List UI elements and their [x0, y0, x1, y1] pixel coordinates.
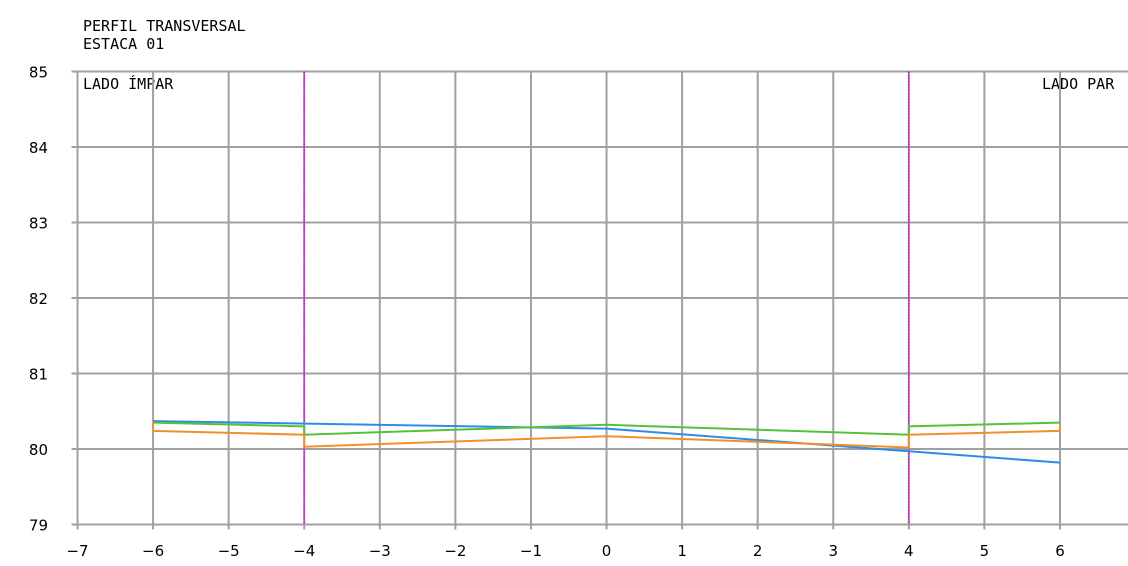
x-tick-label: 2: [753, 542, 763, 560]
x-tick-label: −6: [142, 542, 164, 560]
y-tick-label: 85: [29, 64, 48, 82]
x-tick-label: −3: [369, 542, 391, 560]
y-tick-label: 79: [29, 517, 48, 535]
y-tick-label: 82: [29, 290, 48, 308]
series-line-3: [152, 421, 1061, 449]
x-axis-ticks: −7 −6 −5 −4 −3 −2 −1 0 1 2 3 4 5 6: [66, 524, 1065, 560]
chart-title: PERFIL TRANSVERSAL: [83, 17, 246, 35]
y-tick-label: 81: [29, 366, 48, 384]
x-tick-label: 3: [828, 542, 838, 560]
series-group: [152, 420, 1061, 464]
x-tick-label: −2: [444, 542, 466, 560]
x-tick-label: 5: [980, 542, 990, 560]
series-line-1: [153, 420, 1061, 464]
y-tick-label: 84: [29, 139, 48, 157]
x-tick-label: 1: [677, 542, 687, 560]
y-axis-ticks: 79 80 81 82 83 84 85: [29, 64, 78, 535]
right-side-label: LADO PAR: [1042, 75, 1115, 93]
chart-subtitle: ESTACA 01: [83, 35, 164, 53]
y-tick-label: 83: [29, 215, 48, 233]
x-tick-label: 4: [904, 542, 914, 560]
x-tick-label: 0: [602, 542, 612, 560]
x-tick-label: −7: [66, 542, 88, 560]
x-tick-label: 6: [1055, 542, 1065, 560]
x-tick-label: −1: [520, 542, 542, 560]
x-tick-label: −5: [218, 542, 240, 560]
series-line-2: [153, 421, 1061, 436]
y-tick-label: 80: [29, 441, 48, 459]
left-side-label: LADO ÍMPAR: [83, 74, 174, 93]
vertical-markers: [303, 71, 910, 525]
x-tick-label: −4: [293, 542, 315, 560]
